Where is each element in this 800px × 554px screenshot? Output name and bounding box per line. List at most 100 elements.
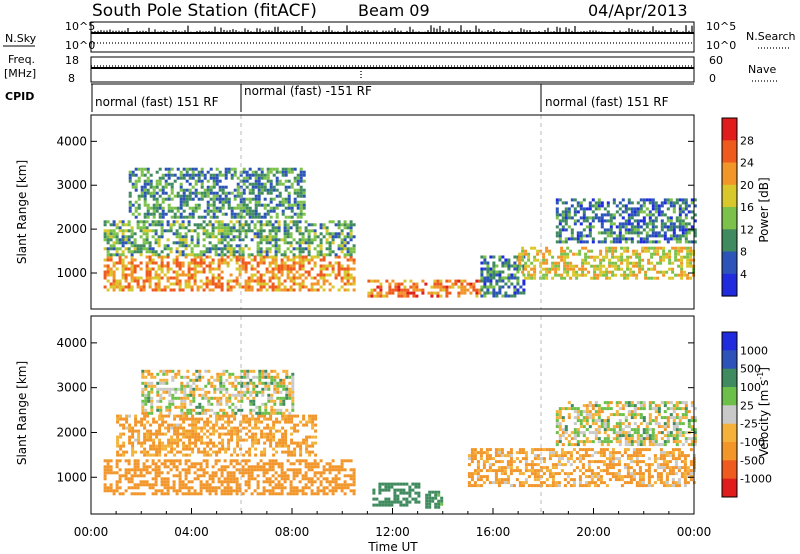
data-cell [253,226,257,230]
data-cell [530,448,534,452]
data-cell [264,411,268,415]
data-cell [582,228,586,232]
data-cell [173,414,177,418]
data-cell [292,492,296,496]
data-cell [337,261,341,265]
data-cell [184,471,188,475]
data-cell [668,255,672,259]
data-cell [674,249,678,253]
data-cell [265,468,269,472]
data-cell [451,285,455,289]
data-cell [554,270,558,274]
data-cell [269,429,273,433]
data-cell [316,282,320,286]
data-cell [161,206,165,210]
data-cell [124,241,128,245]
data-cell [182,191,186,195]
data-cell [310,468,314,472]
data-cell [266,209,270,213]
data-cell [223,459,227,463]
data-cell [173,426,177,430]
data-cell [143,441,147,445]
data-cell [271,462,275,466]
data-cell [291,405,295,409]
data-cell [554,264,558,268]
data-cell [235,459,239,463]
data-cell [263,432,267,436]
data-cell [249,393,253,397]
data-cell [196,270,200,274]
data-cell [295,282,299,286]
data-cell [292,462,296,466]
data-cell [193,279,197,283]
data-cell [551,264,555,268]
data-cell [262,480,266,484]
data-cell [181,486,185,490]
data-cell [299,420,303,424]
data-cell [611,252,615,256]
data-cell [217,486,221,490]
data-cell [177,387,181,391]
data-cell [379,291,383,295]
data-cell [498,288,502,292]
data-cell [251,188,255,192]
data-cell [280,273,284,277]
data-cell [486,288,490,292]
data-cell [572,270,576,274]
data-cell [200,182,204,186]
data-cell [237,375,241,379]
data-cell [166,489,170,493]
data-cell [298,288,302,292]
data-cell [245,170,249,174]
nsearch-tick-high: 10^5 [706,20,736,33]
data-cell [291,378,295,382]
data-cell [231,411,235,415]
data-cell [218,447,222,451]
data-cell [555,231,559,235]
data-cell [206,170,210,174]
data-cell [600,240,604,244]
data-cell [149,429,153,433]
data-cell [346,241,350,245]
data-cell [224,191,228,195]
data-cell [178,483,182,487]
data-cell [545,246,549,250]
data-cell [293,197,297,201]
data-cell [314,429,318,433]
data-cell [151,477,155,481]
data-cell [184,486,188,490]
data-cell [157,273,161,277]
data-cell [185,170,189,174]
data-cell [524,454,528,458]
data-cell [280,489,284,493]
data-cell [331,480,335,484]
data-cell [581,457,585,461]
data-cell [131,203,135,207]
data-cell [244,235,248,239]
data-cell [238,223,242,227]
data-cell [272,197,276,201]
data-cell [408,491,412,495]
data-cell [340,267,344,271]
data-cell [675,240,679,244]
data-cell [411,482,415,486]
data-cell [161,176,165,180]
data-cell [545,261,549,265]
data-cell [261,411,265,415]
data-cell [191,414,195,418]
data-cell [178,250,182,254]
data-cell [226,247,230,251]
data-cell [160,264,164,268]
data-cell [207,369,211,373]
data-cell [230,212,234,216]
y-tick-label: 3000 [56,178,87,192]
data-cell [150,381,154,385]
data-cell [209,188,213,192]
data-cell [242,420,246,424]
data-cell [112,285,116,289]
data-cell [182,167,186,171]
data-cell [205,223,209,227]
data-cell [241,492,245,496]
data-cell [310,282,314,286]
data-cell [157,220,161,224]
